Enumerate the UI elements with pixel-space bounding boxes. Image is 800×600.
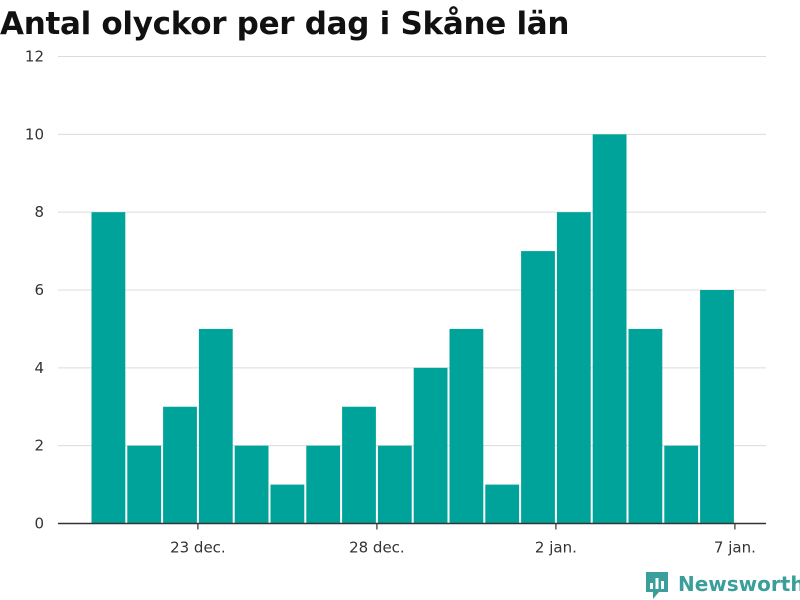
bar (592, 134, 627, 524)
y-tick-label: 12 (25, 48, 44, 66)
bar (449, 328, 484, 524)
x-axis-ticks: 23 dec. 28 dec. 2 jan. 7 jan. (170, 523, 756, 557)
bars (91, 134, 734, 524)
bar (413, 367, 448, 524)
brand-name: Newsworthy (678, 572, 800, 596)
y-tick-label: 6 (34, 281, 44, 299)
bar (556, 212, 591, 524)
x-tick-label: 28 dec. (349, 539, 405, 557)
y-tick-label: 0 (34, 515, 44, 533)
bar (342, 406, 376, 524)
brand: Newsworthy (644, 568, 800, 600)
y-tick-label: 2 (34, 437, 44, 455)
bar (198, 328, 233, 524)
bar (91, 212, 126, 524)
y-tick-label: 10 (25, 125, 44, 143)
bar (270, 484, 305, 524)
y-axis-ticks: 0 2 4 6 8 10 12 (25, 48, 44, 533)
bar (664, 445, 699, 524)
bar (163, 406, 197, 524)
y-tick-label: 8 (34, 203, 44, 221)
newsworthy-logo-icon (646, 572, 668, 599)
bar (485, 484, 520, 524)
y-tick-label: 4 (34, 359, 44, 377)
bar (700, 290, 734, 524)
x-tick-label: 7 jan. (714, 539, 756, 557)
x-tick-label: 23 dec. (170, 539, 226, 557)
bar (628, 328, 663, 524)
chart-title: Antal olyckor per dag i Skåne län (0, 6, 570, 42)
bar (521, 251, 555, 524)
bar (127, 445, 162, 524)
bar (306, 445, 341, 524)
bar (234, 445, 269, 524)
bar (377, 445, 412, 524)
x-tick-label: 2 jan. (535, 539, 577, 557)
